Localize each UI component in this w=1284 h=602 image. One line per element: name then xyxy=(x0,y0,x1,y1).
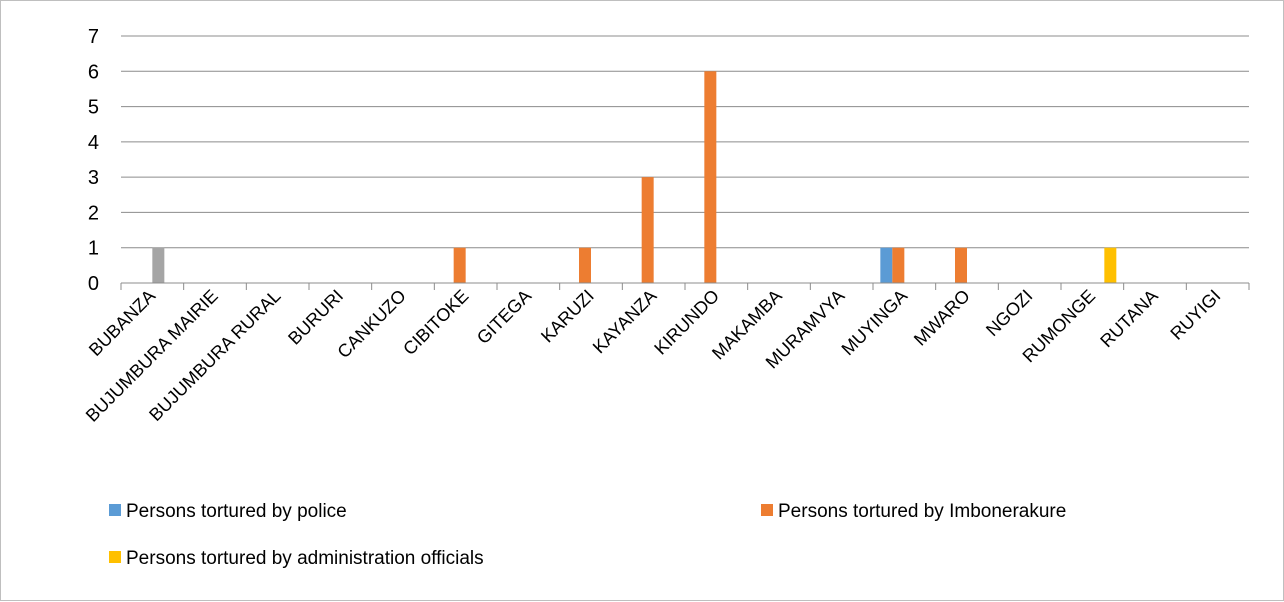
x-axis xyxy=(120,282,1250,290)
bar xyxy=(641,177,654,283)
x-tick-label: CANKUZO xyxy=(333,286,409,362)
y-tick-label: 7 xyxy=(88,26,99,48)
x-tick-label: MUYINGA xyxy=(838,286,912,360)
gridlines xyxy=(121,35,1249,249)
bar xyxy=(1104,247,1117,283)
x-tick-label: RUYIGI xyxy=(1167,286,1225,344)
x-tick-label: BURURI xyxy=(284,286,347,349)
legend-label: Persons tortured by Imbonerakure xyxy=(778,501,1066,522)
legend-label: Persons tortured by administration offic… xyxy=(126,548,484,569)
y-tick-label: 5 xyxy=(88,97,99,119)
x-tick-label: RUTANA xyxy=(1096,286,1162,352)
x-tick-label: KAYANZA xyxy=(589,286,661,358)
y-tick-label: 0 xyxy=(88,273,99,295)
y-tick-label: 6 xyxy=(88,61,99,83)
bars xyxy=(152,71,1117,284)
y-tick-label: 1 xyxy=(88,238,99,260)
y-tick-label: 2 xyxy=(88,202,99,224)
y-tick-label: 4 xyxy=(88,132,99,154)
bar xyxy=(152,247,165,283)
x-tick-label: MWARO xyxy=(910,286,974,350)
legend-swatch xyxy=(761,504,773,516)
bar xyxy=(955,247,967,283)
bar xyxy=(880,247,893,283)
legend-swatch xyxy=(109,504,121,516)
x-tick-label: KARUZI xyxy=(537,286,598,347)
bar xyxy=(704,71,717,284)
legend-swatch xyxy=(109,551,121,563)
bar xyxy=(892,247,905,283)
legend: Persons tortured by police Persons tortur… xyxy=(109,501,1066,569)
x-tick-label: GITEGA xyxy=(473,286,535,348)
x-tick-label: NGOZI xyxy=(982,286,1036,340)
bar xyxy=(579,247,591,283)
bar xyxy=(453,247,466,283)
y-tick-label: 3 xyxy=(88,167,99,189)
x-tick-label: CIBITOKE xyxy=(399,286,472,359)
y-tick-labels: 0 1 2 3 4 5 6 7 xyxy=(88,26,99,295)
legend-label: Persons tortured by police xyxy=(126,501,347,522)
